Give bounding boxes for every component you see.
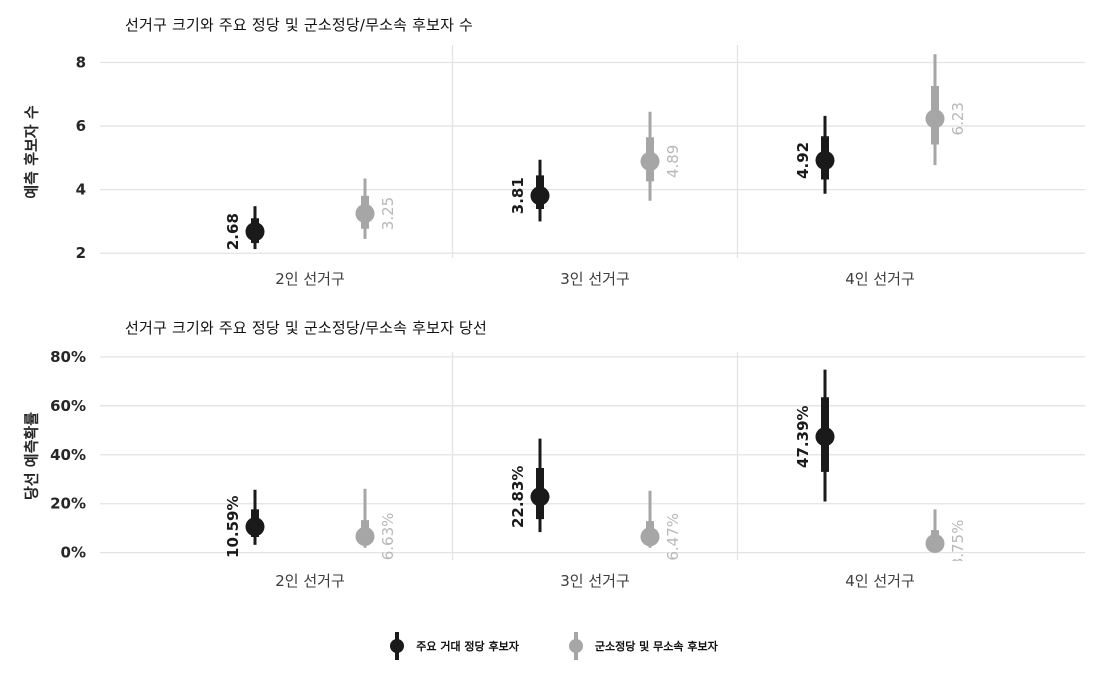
value-label: 22.83% [509, 466, 527, 528]
x-category-label: 2인 선거구 [275, 270, 345, 288]
y-tick-label: 80% [50, 348, 86, 366]
value-label: 6.47% [664, 513, 682, 561]
legend-glyph-dot [390, 639, 405, 653]
value-label: 3.75% [949, 520, 967, 568]
x-category-label: 4인 선거구 [845, 270, 915, 288]
y-tick-label: 0% [61, 544, 86, 562]
value-label: 4.89 [664, 145, 682, 178]
value-labels-group: 3.25 4.89 6.23 [379, 102, 967, 230]
point-estimate [925, 109, 945, 129]
value-labels-group: 10.59% 22.83% 47.39% [224, 405, 812, 558]
series-major-party [245, 369, 835, 545]
point-estimate [925, 533, 945, 553]
point-estimate [640, 527, 660, 547]
x-category-label: 3인 선거구 [560, 572, 630, 590]
point-estimate [640, 151, 660, 171]
chart-title-candidates: 선거구 크기와 주요 정당 및 군소정당/무소속 후보자 수 [125, 16, 474, 34]
point-estimate [355, 203, 375, 223]
point-estimate [815, 150, 835, 170]
y-tick-label: 6 [76, 117, 86, 135]
x-category-label: 2인 선거구 [275, 572, 345, 590]
chart-panel-1: 0% 20% 40% 60% 80% 2인 선거구 3인 선거구 4인 선거구 10.59% 22… [50, 348, 1085, 590]
y-axis-title-predicted-candidates: 예측 후보자 수 [22, 105, 41, 199]
value-label: 6.23 [949, 102, 967, 135]
point-estimate [245, 222, 265, 242]
y-tick-label: 2 [76, 244, 86, 262]
legend-item-minor-independent: 군소정당 및 무소속 후보자 [567, 628, 718, 664]
chart-title-winning: 선거구 크기와 주요 정당 및 군소정당/무소속 후보자 당선 [125, 319, 488, 337]
x-category-label: 3인 선거구 [560, 270, 630, 288]
legend-item-major-party: 주요 거대 정당 후보자 [388, 628, 519, 664]
value-label: 3.25 [379, 197, 397, 230]
series-minor-independent [355, 488, 945, 553]
value-label: 3.81 [509, 177, 527, 214]
point-estimate [815, 427, 835, 447]
y-axis-title-predicted-probability: 당선 예측확률 [22, 411, 41, 501]
value-labels-group: 6.63% 6.47% 3.75% [379, 513, 967, 568]
y-tick-label: 4 [76, 181, 86, 199]
value-label: 6.63% [379, 513, 397, 561]
pointrange-glyph-black-icon [390, 632, 405, 660]
value-labels-group: 2.68 3.81 4.92 [224, 142, 812, 250]
point-estimate [530, 186, 550, 206]
y-tick-label: 8 [76, 53, 86, 71]
series-major-party [245, 115, 835, 250]
series-minor-independent [355, 54, 945, 239]
charts-svg: 2 4 6 8 2인 선거구 3인 선거구 4인 선거구 2.68 3.81 4.92 3.25 4.… [50, 45, 1085, 590]
y-tick-label: 40% [50, 446, 86, 464]
legend-glyph-dot [568, 639, 583, 653]
y-tick-label: 20% [50, 495, 86, 513]
value-label: 47.39% [794, 405, 812, 467]
point-estimate [245, 517, 265, 537]
legend-label-major-party: 주요 거대 정당 후보자 [416, 640, 519, 653]
value-label: 10.59% [224, 496, 242, 558]
point-estimate [355, 526, 375, 546]
value-label: 4.92 [794, 142, 812, 179]
legend-label-minor-independent: 군소정당 및 무소속 후보자 [594, 640, 718, 653]
value-label: 2.68 [224, 213, 242, 250]
legend: 주요 거대 정당 후보자 군소정당 및 무소속 후보자 [0, 628, 1106, 664]
point-estimate [530, 487, 550, 507]
x-category-label: 4인 선거구 [845, 572, 915, 590]
y-tick-label: 60% [50, 397, 86, 415]
pointrange-glyph-gray-icon [568, 632, 583, 660]
chart-panel-0: 2 4 6 8 2인 선거구 3인 선거구 4인 선거구 2.68 3.81 4.92 3.25 4.… [76, 45, 1085, 288]
